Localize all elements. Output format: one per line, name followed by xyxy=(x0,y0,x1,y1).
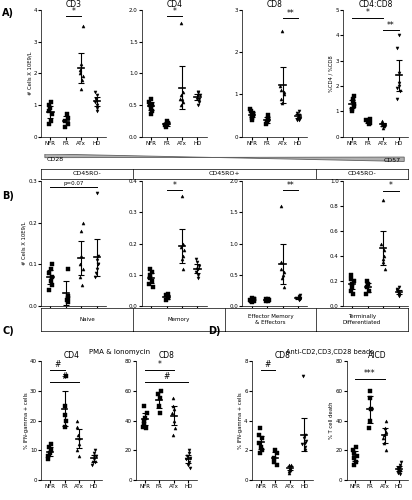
Text: Naive: Naive xyxy=(79,317,95,322)
Text: p=0.07: p=0.07 xyxy=(63,181,84,186)
Title: CD4:CD8: CD4:CD8 xyxy=(358,0,393,9)
Text: Anti-CD2,CD3,CD28 beads: Anti-CD2,CD3,CD28 beads xyxy=(286,349,374,355)
Text: *: * xyxy=(389,181,393,190)
Y-axis label: # Cells X 10E9/L: # Cells X 10E9/L xyxy=(27,52,32,95)
Text: CD45RO-: CD45RO- xyxy=(73,171,101,176)
Text: CD57: CD57 xyxy=(384,158,401,163)
Y-axis label: # Cells X 10E9/L: # Cells X 10E9/L xyxy=(22,222,27,266)
Text: #: # xyxy=(61,372,68,382)
Text: **: ** xyxy=(286,9,294,18)
Text: CD45RO-: CD45RO- xyxy=(348,171,377,176)
Title: CD4: CD4 xyxy=(64,352,80,360)
Polygon shape xyxy=(45,154,404,162)
Title: AICD: AICD xyxy=(368,352,386,360)
Title: CD4: CD4 xyxy=(166,0,182,9)
Text: *: * xyxy=(172,180,176,190)
Y-axis label: %CD4 / %CD8: %CD4 / %CD8 xyxy=(329,55,334,92)
Title: CD3: CD3 xyxy=(66,0,82,9)
Title: CD8: CD8 xyxy=(267,0,283,9)
Text: *: * xyxy=(72,6,75,16)
Title: CD8: CD8 xyxy=(274,352,290,360)
Text: CD28: CD28 xyxy=(47,156,64,162)
Text: A): A) xyxy=(2,8,14,18)
Text: **: ** xyxy=(286,180,294,190)
Text: Memory: Memory xyxy=(168,317,190,322)
Y-axis label: % IFN-gamma + cells: % IFN-gamma + cells xyxy=(238,392,243,449)
Text: #: # xyxy=(265,360,271,370)
Y-axis label: % IFN-gamma + cells: % IFN-gamma + cells xyxy=(23,392,29,449)
Text: PMA & Ionomycin: PMA & Ionomycin xyxy=(89,349,150,355)
Text: #: # xyxy=(164,372,170,382)
Text: **: ** xyxy=(387,20,395,30)
Y-axis label: % T cell death: % T cell death xyxy=(329,402,334,440)
Text: C): C) xyxy=(2,326,14,336)
Text: *: * xyxy=(172,6,176,16)
Text: D): D) xyxy=(208,326,220,336)
Text: ***: *** xyxy=(364,370,376,378)
Text: *: * xyxy=(157,360,161,370)
Text: *: * xyxy=(366,8,370,17)
Text: #: # xyxy=(54,360,61,370)
Text: Terminally
Differentiated: Terminally Differentiated xyxy=(343,314,381,325)
Text: B): B) xyxy=(2,191,14,201)
Text: CD45RO+: CD45RO+ xyxy=(209,171,240,176)
Title: CD8: CD8 xyxy=(159,352,175,360)
Text: Effector Memory
& Effectors: Effector Memory & Effectors xyxy=(248,314,293,325)
